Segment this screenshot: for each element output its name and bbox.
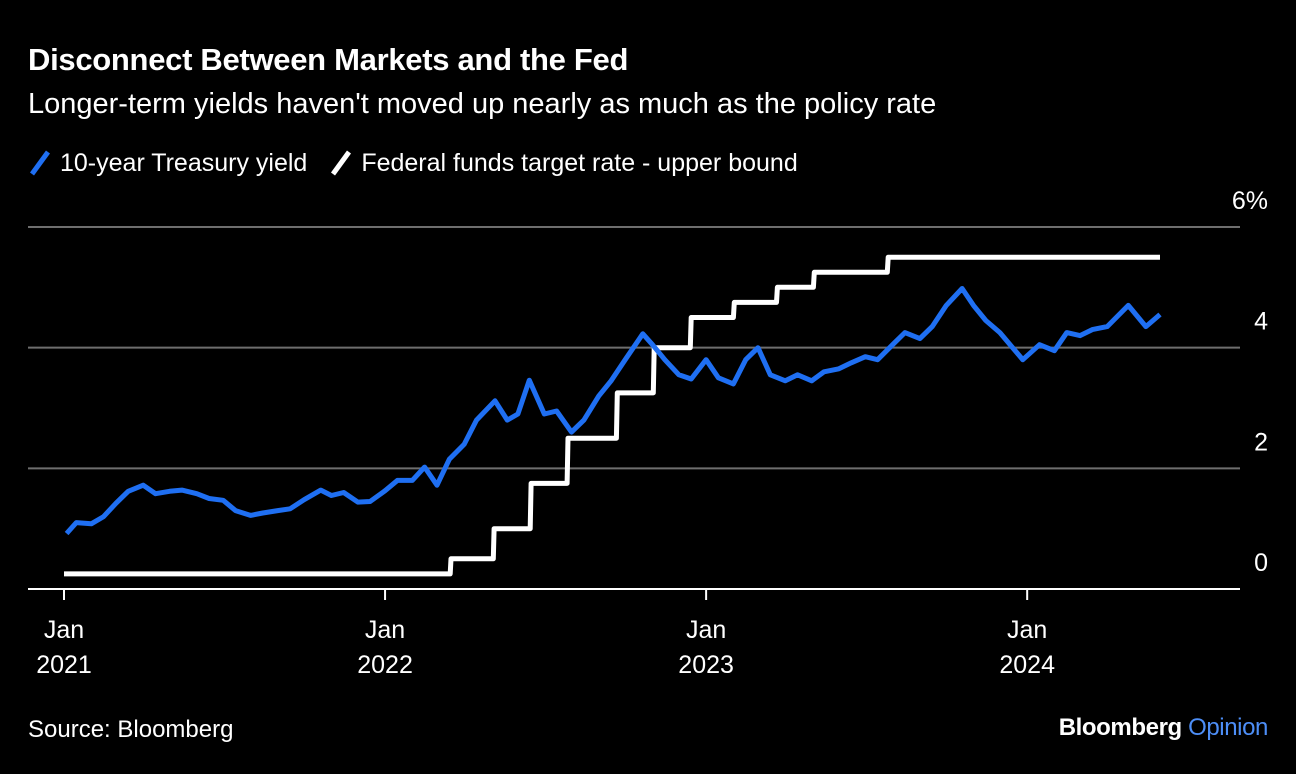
legend-item-fedfunds: Federal funds target rate - upper bound: [329, 148, 798, 178]
chart-title: Disconnect Between Markets and the Fed: [28, 42, 629, 77]
series-line-fedfunds: [64, 254, 1160, 577]
legend-label-treasury: 10-year Treasury yield: [60, 148, 308, 177]
source-note: Source: Bloomberg: [28, 716, 234, 743]
y-tick-label-0: 6%: [1232, 187, 1268, 215]
x-tick-label-year-1: 2022: [357, 651, 413, 679]
x-tick-label-month-3: Jan: [1007, 616, 1047, 644]
x-tick-label-month-2: Jan: [686, 616, 726, 644]
y-tick-label-1: 4: [1254, 308, 1268, 336]
chart-subtitle: Longer-term yields haven't moved up near…: [28, 88, 937, 120]
series-line-treasury: [64, 286, 1162, 536]
x-tick-label-month-0: Jan: [44, 616, 84, 644]
legend-label-fedfunds: Federal funds target rate - upper bound: [361, 148, 798, 177]
legend-swatch-fedfunds-icon: [331, 150, 352, 176]
x-tick-label-month-1: Jan: [365, 616, 405, 644]
legend: 10-year Treasury yield Federal funds tar…: [28, 148, 820, 178]
brand-accent: Opinion: [1188, 714, 1268, 741]
x-tick-label-year-0: 2021: [36, 651, 92, 679]
x-tick-label-year-2: 2023: [678, 651, 734, 679]
legend-swatch-treasury-icon: [29, 150, 51, 176]
legend-item-treasury: 10-year Treasury yield: [28, 148, 307, 178]
brand-main: Bloomberg: [1058, 714, 1182, 741]
x-tick-label-year-3: 2024: [999, 651, 1055, 679]
y-tick-label-2: 2: [1254, 428, 1268, 456]
y-tick-label-3: 0: [1254, 549, 1268, 577]
brand-logo: Bloomberg Opinion: [1058, 714, 1269, 742]
